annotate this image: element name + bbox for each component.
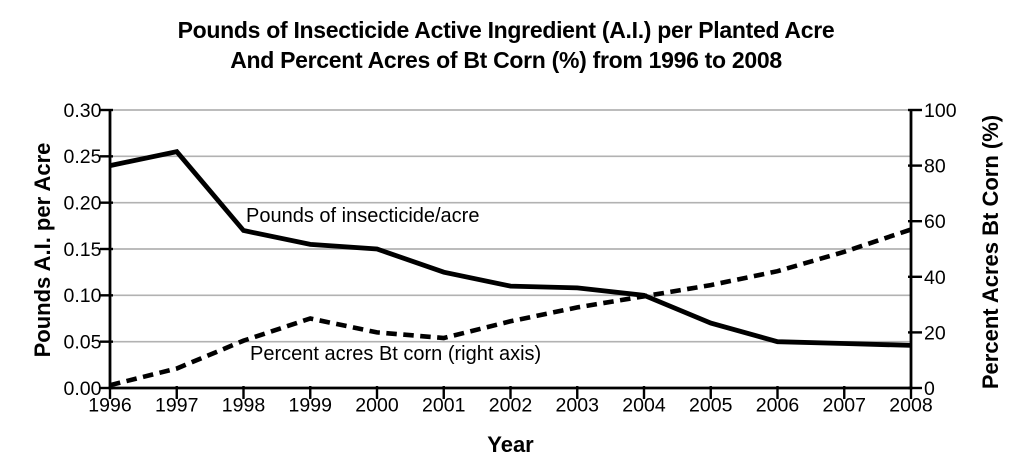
y-axis-left-tick-label: 0.30 [64,100,102,122]
y-axis-left-tick-label: 0.25 [64,146,102,168]
x-axis-tick-label: 2005 [689,395,733,417]
x-axis-tick-label: 2007 [823,395,866,417]
y-axis-right-tick-label: 60 [924,211,946,233]
y-axis-right-tick-label: 20 [924,322,946,344]
x-axis-title: Year [487,432,534,457]
x-axis-tick-label: 1997 [155,395,198,417]
y-axis-right-tick-label: 40 [924,267,946,289]
y-axis-left-tick-label: 0.20 [64,192,102,214]
y-axis-left-tick-label: 0.15 [64,239,102,261]
y-axis-right-tick-label: 0 [924,378,935,400]
x-axis-tick-label: 1998 [222,395,265,417]
y-axis-right-tick-label: 100 [924,100,957,122]
x-axis-tick-label: 2000 [355,395,399,417]
x-axis-tick-label: 2003 [556,395,599,417]
series-label-insecticide: Pounds of insecticide/acre [246,205,479,227]
y-axis-left-tick-label: 0.05 [64,331,102,353]
series-line-insecticide [109,149,912,348]
x-axis-tick-label: 1996 [88,395,131,417]
chart-title: Pounds of Insecticide Active Ingredient … [0,15,1012,75]
series-line-bt-corn [109,227,912,388]
x-axis-tick-label: 2002 [489,395,532,417]
x-axis-tick-label: 2001 [422,395,465,417]
y-axis-right-tick-label: 80 [924,156,946,178]
y-axis-left-tick-label: 0.10 [64,285,102,307]
chart-title-line2: And Percent Acres of Bt Corn (%) from 19… [230,47,782,73]
left-axis-title: Pounds A.I. per Acre [30,143,55,358]
x-axis-tick-label: 2004 [622,395,666,417]
x-axis-tick-label: 1999 [289,395,332,417]
x-axis-tick-label: 2006 [756,395,799,417]
chart-title-line1: Pounds of Insecticide Active Ingredient … [177,17,835,43]
right-axis-title: Percent Acres Bt Corn (%) [978,115,1003,389]
series-label-bt-corn: Percent acres Bt corn (right axis) [250,343,541,365]
x-axis-tick-label: 2008 [889,395,932,417]
y-axis-left-tick-label: 0.00 [64,378,102,400]
